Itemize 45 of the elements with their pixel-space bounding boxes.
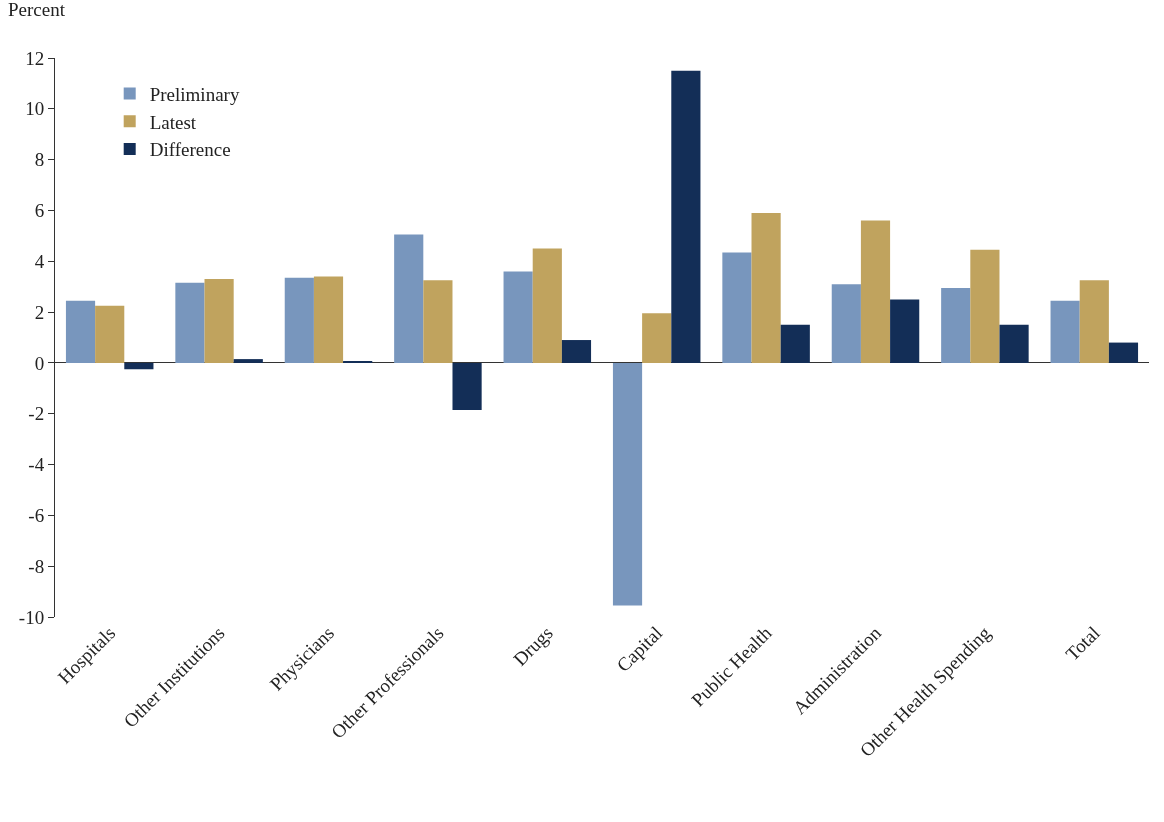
bar [65,300,96,363]
y-tick-label: 2 [34,301,45,323]
y-tick-label: 10 [25,98,45,120]
bar [941,287,971,363]
y-tick-label: -8 [28,555,45,577]
bar [780,324,810,363]
bar [970,249,1000,363]
y-tick-label: -6 [28,505,45,527]
legend-label: Preliminary [149,84,240,106]
bar [612,362,643,606]
bar [532,248,562,363]
legend-label: Latest [149,111,197,133]
bar [233,359,263,363]
bar [124,362,154,370]
y-tick-label: 0 [34,352,45,374]
bar [95,305,125,363]
y-tick-label: -2 [28,403,45,425]
y-tick-label: 8 [34,149,45,171]
bar [204,279,234,363]
bar [175,282,205,363]
bar [561,340,592,363]
bar [284,277,314,363]
legend-label: Difference [149,139,231,161]
bar [1079,280,1109,363]
bar [423,280,453,363]
bar [1108,342,1139,363]
bar [831,284,861,363]
y-tick-label: -10 [18,606,45,628]
bar [890,299,920,363]
y-tick-label: 12 [25,47,45,69]
bar [860,220,891,363]
bar [999,324,1029,363]
bar [642,313,672,363]
y-tick-label: 6 [34,200,45,222]
bar [722,252,752,363]
bar [671,70,701,363]
bar [394,234,424,363]
y-tick-label: 4 [34,250,45,272]
bar [503,271,533,363]
y-tick-label: -4 [28,454,45,476]
bar [313,276,344,363]
bar [1050,300,1080,363]
y-axis-title: Percent [8,0,66,20]
bar [452,362,482,410]
bar [751,213,781,363]
